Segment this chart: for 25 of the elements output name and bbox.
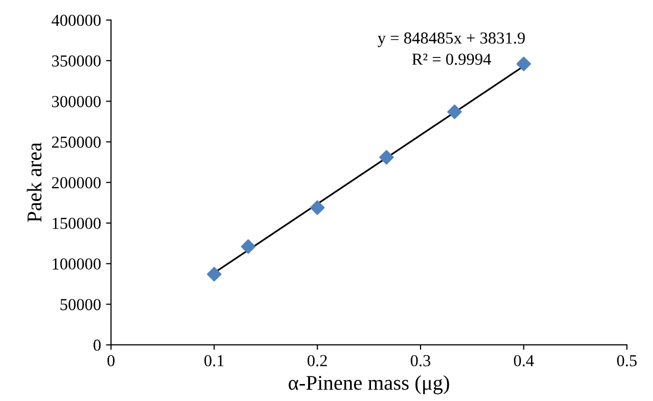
annotation: R² = 0.9994 bbox=[412, 54, 492, 65]
point bbox=[379, 150, 394, 165]
y-axis-title: Paek area bbox=[26, 142, 42, 222]
y-tick-label: 250000 bbox=[52, 136, 101, 148]
point bbox=[447, 104, 462, 120]
x-tick-label: 0.5 bbox=[617, 355, 637, 366]
x-tick-label: 0 bbox=[107, 355, 115, 366]
x-axis-title: α-Pinene mass (μg) bbox=[288, 375, 450, 394]
annotation: y = 848485x + 3831.9 bbox=[378, 32, 525, 48]
point bbox=[240, 239, 256, 254]
point bbox=[516, 56, 531, 72]
y-tick-label: 200000 bbox=[52, 177, 101, 188]
x-tick-label: 0.2 bbox=[308, 355, 327, 366]
y-tick-label: 350000 bbox=[52, 55, 101, 67]
y-tick-label: 300000 bbox=[52, 96, 101, 108]
x-tick-label: 0.3 bbox=[410, 355, 430, 366]
y-tick-label: 50000 bbox=[60, 298, 101, 310]
x-tick-label: 0.4 bbox=[514, 355, 534, 366]
x-tick-label: 0.1 bbox=[204, 355, 224, 366]
y-tick-label: 400000 bbox=[52, 14, 101, 26]
y-tick-label: 150000 bbox=[52, 218, 101, 230]
y-tick-label: 0 bbox=[94, 340, 101, 351]
point bbox=[206, 266, 222, 282]
point bbox=[310, 200, 325, 215]
y-tick-label: 100000 bbox=[52, 258, 101, 270]
